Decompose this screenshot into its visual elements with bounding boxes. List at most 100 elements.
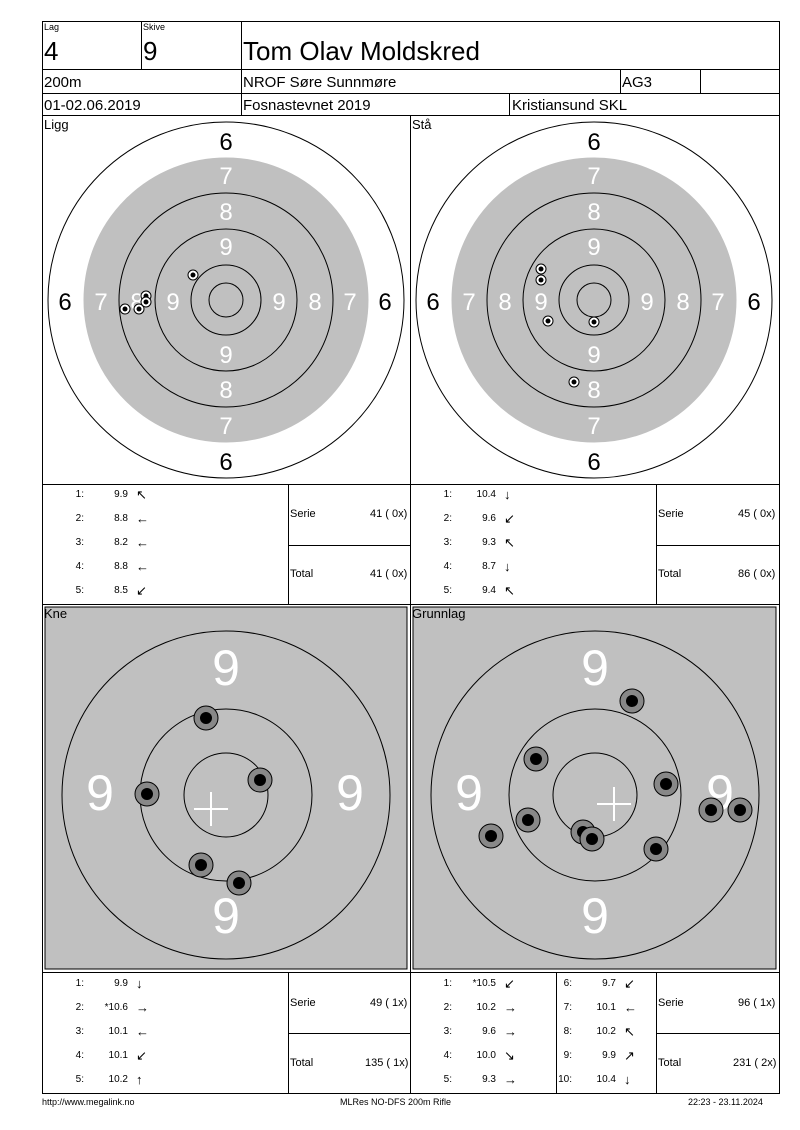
shot-row: 3: 10.1 ← (60, 1024, 300, 1050)
svg-text:9: 9 (581, 640, 609, 696)
svg-text:9: 9 (587, 342, 600, 369)
svg-text:9: 9 (212, 640, 240, 696)
class: AG3 (622, 74, 653, 91)
svg-text:9: 9 (581, 888, 609, 944)
shot-direction-arrow-icon: ↑ (136, 1072, 143, 1087)
shot-number: 1: (443, 978, 452, 989)
shot-score: 10.1 (108, 1050, 128, 1061)
ring-6-label: 6 (219, 449, 232, 476)
date: 01-02.06.2019 (44, 97, 141, 114)
shot-row: 5: 10.2 ↑ (60, 1072, 300, 1098)
total-value: 231 ( 2x) (733, 1057, 777, 1069)
shot-score: 9.6 (482, 513, 496, 524)
svg-text:8: 8 (676, 289, 689, 316)
shot-row: 6: 9.7 ↙ (548, 976, 788, 1002)
footer-timestamp: 22:23 - 23.11.2024 (688, 1097, 763, 1107)
shot-score: 8.7 (482, 561, 496, 572)
shot-score: 10.2 (108, 1074, 128, 1085)
ring-6-label: 6 (378, 289, 391, 316)
shot-score: 9.6 (482, 1026, 496, 1037)
svg-text:8: 8 (587, 377, 600, 404)
shot-number: 9: (563, 1050, 572, 1061)
shot-direction-arrow-icon: ↗ (624, 1048, 635, 1063)
shot-row: 2: *10.6 → (60, 1000, 300, 1026)
svg-text:9: 9 (219, 234, 232, 261)
shot-number: 1: (75, 978, 84, 989)
svg-text:8: 8 (219, 377, 232, 404)
shot-score: 10.4 (596, 1074, 616, 1085)
shot-number: 2: (443, 513, 452, 524)
lag-value: 4 (44, 36, 59, 66)
serie-value: 41 ( 0x) (370, 508, 408, 520)
shot-row: 7: 10.1 ← (548, 1000, 788, 1026)
shot-direction-arrow-icon: ↓ (504, 487, 511, 502)
shot-number: 1: (75, 489, 84, 500)
serie-value: 49 ( 1x) (370, 997, 408, 1009)
shot-number: 5: (75, 585, 84, 596)
total-label: Total (658, 568, 682, 580)
shot-row: 1: 9.9 ↖ (60, 487, 300, 513)
shot-row: 1: *10.5 ↙ (428, 976, 668, 1002)
shot-direction-arrow-icon: → (504, 1024, 517, 1039)
svg-text:7: 7 (587, 413, 600, 440)
panel-title-grunnlag: Grunnlag (412, 606, 466, 621)
total-value: 135 ( 1x) (365, 1057, 409, 1069)
serie-value: 45 ( 0x) (738, 508, 776, 520)
shot-direction-arrow-icon: ↖ (624, 1024, 635, 1039)
shot-score: 9.9 (114, 489, 128, 500)
shot-score: 10.1 (108, 1026, 128, 1037)
shot-direction-arrow-icon: ← (624, 1000, 637, 1015)
footer-url[interactable]: http://www.megalink.no (42, 1097, 135, 1107)
shot-direction-arrow-icon: ↙ (624, 976, 635, 991)
ring-6-label: 6 (219, 129, 232, 156)
shot-row: 2: 10.2 → (428, 1000, 668, 1026)
svg-text:7: 7 (711, 289, 724, 316)
shot-number: 7: (563, 1002, 572, 1013)
shot-score: 9.9 (114, 978, 128, 989)
shot-direction-arrow-icon: ↖ (504, 583, 515, 598)
shot-marks (478, 688, 753, 862)
shot-score: *10.5 (472, 978, 496, 989)
shot-row: 1: 9.9 ↓ (60, 976, 300, 1002)
svg-text:8: 8 (308, 289, 321, 316)
shot-direction-arrow-icon: → (504, 1000, 517, 1015)
shot-direction-arrow-icon: ← (136, 511, 149, 526)
shot-direction-arrow-icon: ← (136, 559, 149, 574)
shot-row: 3: 9.6 → (428, 1024, 668, 1050)
serie-label: Serie (658, 508, 684, 520)
shot-direction-arrow-icon: ↓ (504, 559, 511, 574)
shot-score: 10.1 (596, 1002, 616, 1013)
svg-text:9: 9 (336, 765, 364, 821)
svg-text:8: 8 (587, 199, 600, 226)
total-value: 86 ( 0x) (738, 568, 776, 580)
shot-number: 3: (75, 1026, 84, 1037)
event: Fosnastevnet 2019 (243, 97, 371, 114)
shot-number: 1: (443, 489, 452, 500)
svg-text:6: 6 (587, 449, 600, 476)
shot-number: 2: (443, 1002, 452, 1013)
shot-number: 5: (443, 585, 452, 596)
footer-program: MLRes NO-DFS 200m Rifle (340, 1097, 452, 1107)
svg-text:9: 9 (166, 289, 179, 316)
distance: 200m (44, 74, 82, 91)
shot-direction-arrow-icon: ↙ (136, 1048, 147, 1063)
shot-score: 10.2 (596, 1026, 616, 1037)
shot-number: 3: (443, 537, 452, 548)
shot-number: 5: (75, 1074, 84, 1085)
svg-text:9: 9 (272, 289, 285, 316)
shot-direction-arrow-icon: ↖ (504, 535, 515, 550)
shot-number: 3: (75, 537, 84, 548)
shot-score: 8.8 (114, 561, 128, 572)
shot-direction-arrow-icon: ↙ (504, 511, 515, 526)
lag-label: Lag (44, 22, 60, 32)
shot-row: 4: 8.7 ↓ (428, 559, 668, 585)
shot-row: 3: 8.2 ← (60, 535, 300, 561)
shot-direction-arrow-icon: ↙ (504, 976, 515, 991)
svg-text:7: 7 (219, 413, 232, 440)
shot-row: 5: 9.4 ↖ (428, 583, 668, 609)
skive-value: 9 (143, 36, 158, 66)
shot-row: 2: 9.6 ↙ (428, 511, 668, 537)
shot-number: 4: (443, 561, 452, 572)
shot-number: 10: (558, 1074, 572, 1085)
shot-score: 9.4 (482, 585, 496, 596)
